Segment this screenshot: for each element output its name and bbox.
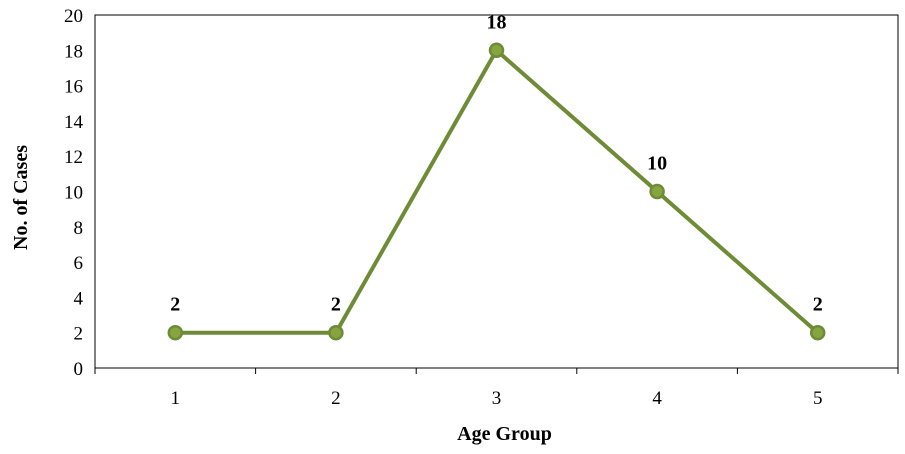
plot-area [94, 14, 899, 369]
y-axis-tick-labels: 0 2 4 6 8 10 12 14 16 18 20 [64, 6, 84, 380]
data-point [809, 324, 826, 341]
data-labels: 2 2 18 10 2 [170, 11, 822, 315]
y-tick-label: 8 [74, 218, 84, 239]
data-label: 18 [487, 11, 507, 33]
y-tick-label: 4 [74, 288, 84, 309]
y-tick-label: 12 [64, 147, 83, 168]
x-axis-tick-labels: 1 2 3 4 5 [94, 368, 899, 409]
series-layer [167, 42, 826, 341]
series-line [175, 48, 820, 335]
data-label: 2 [813, 294, 823, 316]
y-tick-label: 20 [64, 6, 83, 27]
x-tick-label: 1 [171, 388, 181, 409]
x-tick-label: 3 [492, 388, 502, 409]
plot-border [94, 14, 899, 369]
x-tick-label: 4 [652, 388, 662, 409]
y-tick-label: 6 [74, 253, 84, 274]
x-tick-label: 2 [331, 388, 341, 409]
data-point [649, 183, 665, 200]
data-point [167, 324, 184, 341]
data-point [328, 324, 344, 341]
x-axis-title: Age Group [457, 423, 552, 445]
data-label: 2 [170, 294, 180, 316]
x-tick-label: 5 [813, 388, 823, 409]
y-tick-label: 10 [64, 183, 83, 204]
y-tick-label: 14 [64, 112, 84, 133]
y-tick-label: 2 [74, 324, 84, 345]
y-tick-label: 18 [64, 41, 83, 62]
data-label: 2 [331, 294, 341, 316]
y-axis-title: No. of Cases [10, 145, 32, 250]
data-label: 10 [647, 153, 667, 175]
y-tick-label: 16 [64, 77, 83, 98]
data-point [488, 42, 505, 59]
y-tick-label: 0 [74, 359, 84, 380]
